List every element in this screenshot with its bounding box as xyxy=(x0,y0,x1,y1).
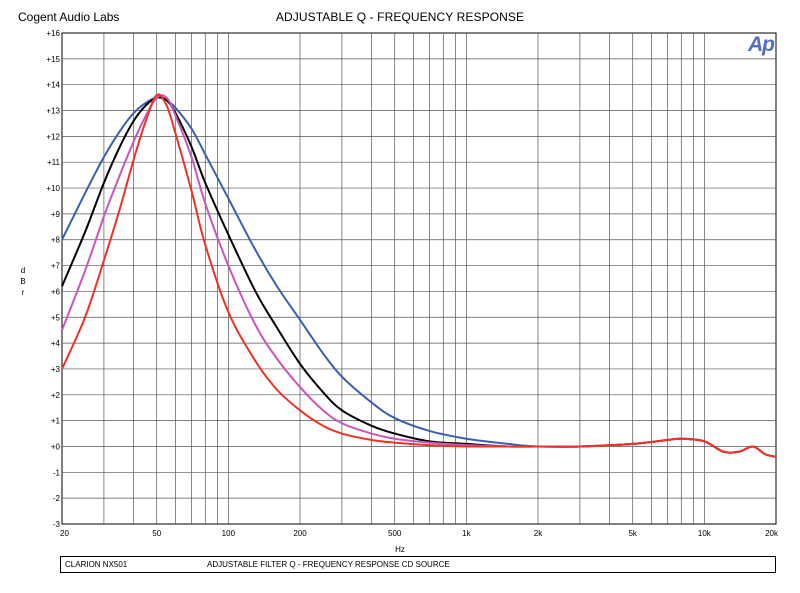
company-name: Cogent Audio Labs xyxy=(18,10,120,24)
x-tick-label: 200 xyxy=(293,529,307,538)
x-tick-label: 2k xyxy=(534,529,543,538)
x-tick-label: 20 xyxy=(60,529,69,538)
y-tick-label: +14 xyxy=(46,81,60,90)
ap-logo: Ap xyxy=(748,33,775,56)
series-line-1 xyxy=(61,96,777,458)
y-tick-label: +9 xyxy=(51,210,61,219)
y-tick-label: +12 xyxy=(46,132,60,141)
y-tick-label: +1 xyxy=(51,417,61,426)
y-axis-label-letter: d xyxy=(20,266,26,275)
x-tick-label: 10k xyxy=(698,529,712,538)
series-line-4 xyxy=(61,93,777,458)
y-tick-label: +16 xyxy=(46,29,60,38)
x-tick-label: 500 xyxy=(388,529,402,538)
x-axis-label: Hz xyxy=(395,545,405,554)
x-tick-label: 5k xyxy=(628,529,637,538)
series-line-3 xyxy=(61,94,777,458)
y-tick-label: +3 xyxy=(51,365,61,374)
y-tick-label: +0 xyxy=(51,442,61,451)
x-tick-label: 100 xyxy=(222,529,236,538)
y-tick-label: +6 xyxy=(51,287,61,296)
y-tick-label: +2 xyxy=(51,391,61,400)
y-tick-label: +11 xyxy=(47,158,61,167)
chart-series xyxy=(61,93,777,458)
y-tick-label: +15 xyxy=(46,55,60,64)
x-tick-label: 1k xyxy=(462,529,471,538)
y-axis-label-letter: r xyxy=(21,288,25,297)
y-tick-label: +4 xyxy=(51,339,61,348)
y-axis-label-letter: B xyxy=(20,277,26,286)
y-tick-label: -1 xyxy=(53,468,61,477)
y-tick-label: +5 xyxy=(51,313,61,322)
footer-device: CLARION NX501 xyxy=(65,560,128,569)
x-tick-label: 50 xyxy=(152,529,161,538)
chart-title: ADJUSTABLE Q - FREQUENCY RESPONSE xyxy=(275,10,525,24)
y-tick-label: +7 xyxy=(51,262,61,271)
footer-bar: CLARION NX501 ADJUSTABLE FILTER Q - FREQ… xyxy=(60,556,776,573)
chart-grid xyxy=(61,32,777,525)
y-tick-label: +10 xyxy=(46,184,60,193)
y-tick-label: +8 xyxy=(51,236,61,245)
y-tick-label: -3 xyxy=(53,520,61,529)
series-line-2 xyxy=(61,96,777,458)
footer-description: ADJUSTABLE FILTER Q - FREQUENCY RESPONSE… xyxy=(207,560,450,569)
x-tick-label: 20k xyxy=(765,529,779,538)
y-tick-label: +13 xyxy=(46,107,60,116)
plot-frame xyxy=(61,32,777,525)
chart-tick-labels: -3 -2 -1 +0 +1 +2 +3 +4 +5 +6 +7 +8 +9 +10 +11 +12 +13 +1… xyxy=(46,29,779,538)
y-tick-label: -2 xyxy=(53,494,61,503)
